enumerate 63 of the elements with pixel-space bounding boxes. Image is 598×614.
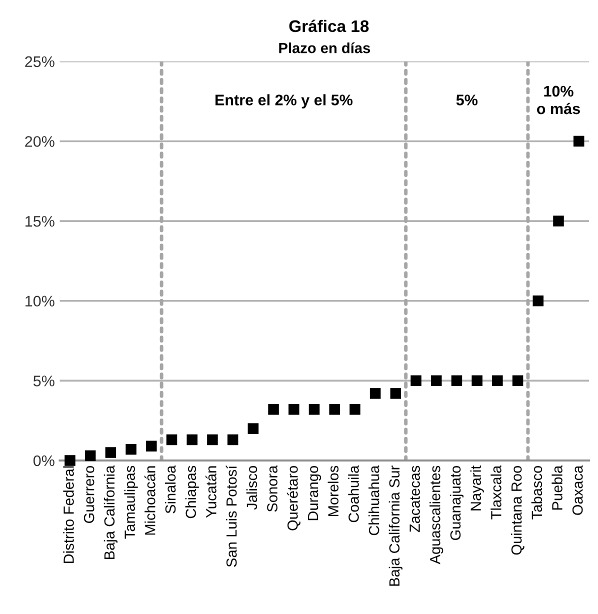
point [370,388,381,399]
x-tick-label: Querétaro [286,466,300,530]
x-tick-label: Nayarit [470,465,484,510]
x-tick-label: Oaxaca [572,465,583,515]
x-tick-label: Guanajuato [450,466,464,540]
x-tick-label: Tamaulipas [124,466,138,539]
y-tick-label: 10% [26,296,54,307]
y-tick-label: 20% [25,136,54,147]
x-tick-label: Aguascalientes [430,466,444,564]
point [532,295,544,306]
point [288,404,300,415]
x-tick-label: Guerrero [84,466,94,523]
point [207,434,218,446]
point [329,404,340,415]
x-tick-label: Tabasco [531,466,542,520]
x-tick-label: Jalisco [246,466,258,510]
annotation: 5% [456,94,478,106]
x-tick-label: Baja California Sur [388,466,402,586]
x-tick-label: Baja California [104,465,118,559]
y-tick-label: 5% [33,376,54,386]
x-tick-label: Chihuahua [368,465,380,536]
point [308,404,320,415]
x-tick-label: San Luis Potosí [226,465,237,567]
point [512,375,524,386]
x-tick-label: Tlaxcala [490,465,502,520]
point [390,388,402,399]
point [451,375,462,386]
y-tick-label: 0% [33,455,54,466]
x-tick-label: Chiapas [185,466,199,518]
point [248,423,259,434]
y-tick-label: 15% [26,216,54,227]
x-tick-label: Coahuila [348,465,359,522]
point [492,375,503,386]
x-tick-label: Morelos [328,466,339,516]
annotation: 10% o más [537,86,580,114]
chart-title: Gráfica 18 [289,20,369,32]
point [126,444,136,455]
point [146,440,157,452]
chart-subtitle: Plazo en días [279,42,370,54]
point [166,434,178,446]
point [227,434,238,446]
point [410,375,422,386]
x-tick-label: Sonora [267,465,278,512]
x-tick-label: Yucatán [205,466,216,518]
point [84,450,96,462]
point [186,434,198,446]
x-tick-label: Michoacán [144,466,156,535]
point [573,136,584,147]
x-tick-label: Durango [308,466,322,520]
x-tick-label: Zacatecas [410,466,420,532]
x-tick-label: Sinaloa [164,465,176,514]
y-tick-label: 25% [25,56,54,68]
point [268,404,279,415]
point [430,375,442,386]
annotation: Entre el 2% y el 5% [216,94,353,108]
x-tick-label: Puebla [552,465,562,510]
point [472,375,482,386]
point [553,216,564,226]
point [105,447,116,458]
point [64,455,76,466]
x-tick-label: Quintana Roo [510,466,524,555]
point [350,404,360,415]
x-tick-label: Distrito Federal [63,466,74,564]
